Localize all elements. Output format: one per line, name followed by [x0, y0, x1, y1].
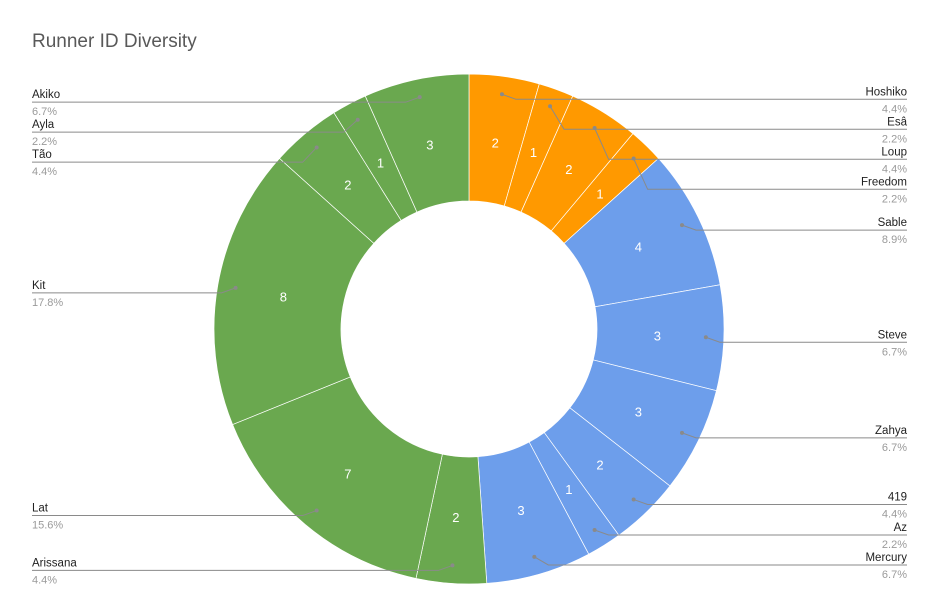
leader-dot-sable: [680, 223, 685, 228]
leader-dot-freedom: [631, 156, 636, 161]
value-label-ayla: 1: [377, 156, 384, 171]
slice-percent-hoshiko: 4.4%: [882, 103, 907, 115]
slice-lat: [232, 376, 443, 579]
slice-label-lat: Lat: [32, 503, 49, 515]
leader-dot-hoshiko: [499, 92, 504, 97]
leader-line-esa: [549, 106, 907, 130]
slice-value-labels: 2 1 2 1 4 3 3 2 1 3 2 7 8 2 1 3: [280, 135, 661, 525]
slice-percent-steve: 6.7%: [882, 346, 907, 358]
slice-percent-arissana: 4.4%: [32, 574, 57, 586]
leader-dot-kit: [233, 285, 238, 290]
leader-dot-arissana: [450, 563, 455, 568]
value-label-steve: 3: [654, 329, 661, 344]
slice-label-zahya: Zahya: [875, 425, 908, 437]
slice-percent-ayla: 2.2%: [32, 136, 57, 148]
leader-dot-zahya: [680, 430, 685, 435]
chart-title: Runner ID Diversity: [32, 31, 197, 52]
slice-labels: Hoshiko4.4%Esâ2.2%Loup4.4%Freedom2.2%Sab…: [32, 86, 908, 586]
slice-label-sable: Sable: [878, 217, 907, 229]
leader-line-arissana: [32, 564, 453, 571]
slice-label-steve: Steve: [878, 329, 907, 341]
leader-line-hoshiko: [501, 93, 907, 100]
leader-dot-loup: [592, 126, 597, 131]
slice-percent-esa: 2.2%: [882, 133, 907, 145]
leader-dot-steve: [703, 335, 708, 340]
slice-percent-freedom: 2.2%: [882, 193, 907, 205]
slice-percent-mercury: 6.7%: [882, 569, 907, 581]
leader-line-lat: [32, 510, 317, 517]
leader-line-kit: [32, 287, 236, 294]
leader-dot-mercury: [532, 554, 537, 559]
slice-label-hoshiko: Hoshiko: [865, 86, 907, 98]
slice-label-ayla: Ayla: [32, 119, 55, 131]
leader-line-zahya: [681, 432, 907, 439]
value-label-akiko: 3: [426, 138, 433, 153]
slice-kit: [213, 157, 375, 425]
slice-percent-419: 4.4%: [882, 508, 907, 520]
value-label-lat: 7: [344, 466, 351, 481]
leader-line-sable: [681, 224, 907, 231]
slice-label-esa: Esâ: [887, 116, 907, 128]
value-label-freedom: 1: [596, 186, 603, 201]
slice-percent-kit: 17.8%: [32, 297, 63, 309]
slice-label-kit: Kit: [32, 280, 46, 292]
slice-label-loup: Loup: [881, 146, 907, 158]
slice-label-tao: Tão: [32, 149, 52, 161]
slice-percent-az: 2.2%: [882, 539, 907, 551]
slice-label-mercury: Mercury: [865, 552, 907, 564]
slice-label-arissana: Arissana: [32, 557, 77, 569]
leader-dot-419: [631, 497, 636, 502]
slice-label-az: Az: [894, 522, 908, 534]
leader-dot-akiko: [417, 95, 422, 100]
leader-dot-esa: [548, 104, 553, 109]
slice-percent-tao: 4.4%: [32, 166, 57, 178]
slice-percent-lat: 15.6%: [32, 520, 63, 532]
leader-line-freedom: [633, 158, 907, 190]
slice-akiko: [364, 73, 470, 213]
leader-lines: [32, 92, 907, 571]
value-label-zahya: 3: [635, 405, 642, 420]
leader-dot-tao: [314, 145, 319, 150]
slice-percent-loup: 4.4%: [882, 163, 907, 175]
leader-dot-lat: [314, 508, 319, 513]
slice-percent-sable: 8.9%: [882, 234, 907, 246]
value-label-arissana: 2: [452, 510, 459, 525]
value-label-kit: 8: [280, 289, 287, 304]
slice-label-419: 419: [888, 491, 907, 503]
slice-percent-akiko: 6.7%: [32, 106, 57, 118]
value-label-hoshiko: 2: [492, 135, 499, 150]
value-label-sable: 4: [635, 239, 642, 254]
value-label-loup: 2: [565, 162, 572, 177]
value-label-419: 2: [596, 458, 603, 473]
leader-line-mercury: [534, 556, 907, 566]
leader-line-steve: [705, 336, 907, 343]
leader-dot-ayla: [355, 117, 360, 122]
leader-line-az: [594, 529, 907, 536]
slice-label-freedom: Freedom: [861, 176, 907, 188]
donut-slices: [213, 73, 725, 585]
value-label-mercury: 3: [517, 503, 524, 518]
value-label-esa: 1: [530, 145, 537, 160]
leader-line-akiko: [32, 96, 420, 103]
leader-line-tao: [32, 147, 318, 163]
value-label-tao: 2: [344, 178, 351, 193]
leader-line-ayla: [32, 119, 359, 133]
leader-line-loup: [594, 127, 907, 160]
slice-label-akiko: Akiko: [32, 89, 60, 101]
leader-dot-az: [592, 527, 597, 532]
leader-line-419: [633, 499, 907, 505]
slice-percent-zahya: 6.7%: [882, 442, 907, 454]
value-label-az: 1: [565, 482, 572, 497]
